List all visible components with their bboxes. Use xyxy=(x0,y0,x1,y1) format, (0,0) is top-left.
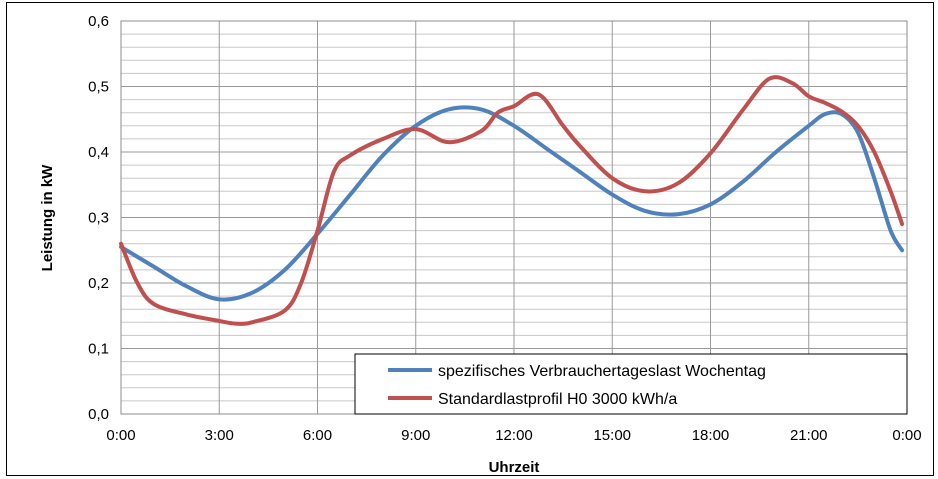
series-line-verbrauchertageslast xyxy=(119,105,905,302)
x-tick-label: 6:00 xyxy=(303,427,332,444)
x-tick-label: 0:00 xyxy=(106,427,135,444)
x-tick-label: 21:00 xyxy=(790,427,828,444)
y-tick-label: 0,1 xyxy=(88,341,109,358)
legend-label-standardlastprofil: Standardlastprofil H0 3000 kWh/a xyxy=(438,391,677,408)
series-line-standardlastprofil xyxy=(119,75,905,326)
y-tick-label: 0,6 xyxy=(88,13,109,30)
y-tick-label: 0,0 xyxy=(88,406,109,423)
x-tick-label: 15:00 xyxy=(593,427,631,444)
x-tick-label: 9:00 xyxy=(401,427,430,444)
y-tick-label: 0,4 xyxy=(88,144,109,161)
y-axis-title: Leistung in kW xyxy=(39,164,56,272)
legend-box xyxy=(354,353,908,415)
x-tick-label: 3:00 xyxy=(205,427,234,444)
x-tick-label: 12:00 xyxy=(495,427,533,444)
x-tick-labels: 0:00 3:00 6:00 9:00 12:00 15:00 18:00 21:00 0:00 xyxy=(106,427,921,444)
y-tick-labels: 0,0 0,1 0,2 0,3 0,4 0,5 0,6 xyxy=(88,13,109,423)
x-tick-label: 0:00 xyxy=(892,427,921,444)
y-tick-label: 0,5 xyxy=(88,79,109,96)
x-tick-label: 18:00 xyxy=(692,427,730,444)
legend-label-verbrauchertageslast: spezifisches Verbrauchertageslast Wochen… xyxy=(438,363,766,380)
y-tick-label: 0,3 xyxy=(88,210,109,227)
series-lines xyxy=(119,75,905,326)
x-axis-title: Uhrzeit xyxy=(489,459,540,476)
legend: spezifisches Verbrauchertageslast Wochen… xyxy=(354,353,908,415)
y-tick-label: 0,2 xyxy=(88,275,109,292)
